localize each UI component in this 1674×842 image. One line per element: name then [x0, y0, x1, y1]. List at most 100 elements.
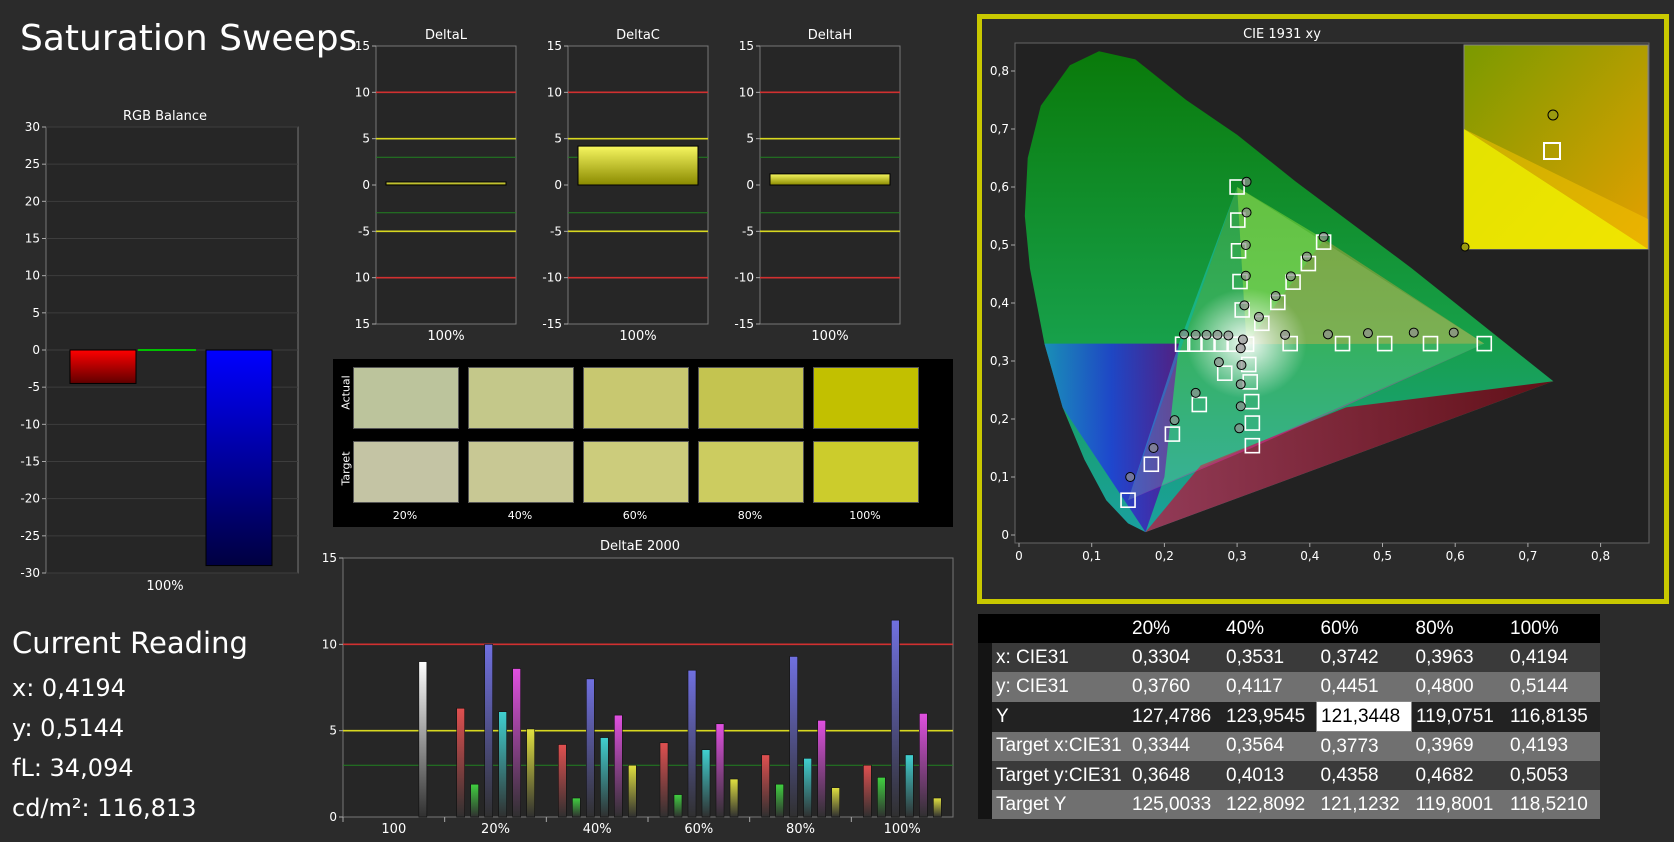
table-cell[interactable]: 119,0751 [1411, 701, 1506, 732]
delta-tick-label: -15 [734, 317, 754, 331]
table-cell[interactable]: 118,5210 [1506, 790, 1600, 819]
table-cell[interactable]: 121,1232 [1316, 790, 1412, 819]
delta-tick-label: 0 [746, 178, 754, 192]
table-cell[interactable]: 0,4194 [1506, 643, 1600, 672]
cie-x-tick-label: 0,3 [1228, 549, 1247, 563]
target-swatch [813, 441, 919, 503]
deltae-bar [614, 714, 623, 818]
table-cell[interactable]: 0,4117 [1222, 672, 1317, 702]
table-cell[interactable]: 0,4013 [1222, 761, 1317, 790]
measured-point [1240, 240, 1251, 250]
target-point [1476, 335, 1493, 352]
cie-x-tick-label: 0,5 [1373, 549, 1392, 563]
cie-y-tick-label: 0,2 [990, 412, 1009, 426]
table-cell[interactable]: 0,3969 [1411, 731, 1506, 761]
deltae-bar [586, 678, 595, 818]
cie-y-tick-label: 0,1 [990, 470, 1009, 484]
inset-measured-point [1547, 109, 1559, 121]
table-cell[interactable]: 0,3773 [1316, 731, 1412, 761]
table-cell[interactable]: 0,5144 [1506, 672, 1600, 702]
cie-chart: CIE 1931 xy 0 0,1 0,2 0,3 0,4 0,5 0,6 0,7 0,8 0 0,… [990, 27, 1650, 563]
deltac-chart: DeltaC 15 10 5 0 -5 -10 -15 100% [542, 28, 709, 342]
deltae-category-label: 60% [684, 822, 713, 837]
measured-point [1301, 251, 1312, 262]
deltae-bar [933, 797, 942, 818]
delta-tick-label: 10 [739, 85, 754, 99]
table-cell[interactable]: 0,4800 [1411, 672, 1506, 702]
delta-tick-label: -10 [356, 271, 370, 285]
table-cell[interactable]: 125,0033 [1128, 790, 1222, 819]
rgb-tick-label: 15 [25, 232, 40, 246]
deltae-bar [789, 656, 798, 818]
table-cell[interactable]: 122,8092 [1222, 790, 1317, 819]
table-cell[interactable]: 0,3760 [1128, 672, 1222, 702]
table-cell[interactable]: 0,4193 [1506, 731, 1600, 761]
target-point [1143, 456, 1160, 473]
table-cell[interactable]: 0,3648 [1128, 761, 1222, 790]
table-cell[interactable]: 121,3448 [1316, 701, 1412, 732]
measured-point [1235, 379, 1246, 390]
delta-tick-label: -15 [542, 317, 562, 331]
target-point [1243, 393, 1260, 410]
deltae-bar [673, 794, 683, 818]
table-cell[interactable]: 0,3742 [1316, 643, 1412, 672]
measured-point [1237, 334, 1248, 345]
table-cell[interactable]: 0,4451 [1316, 672, 1412, 702]
swatch-label: 80% [737, 509, 763, 522]
table-cell[interactable]: 123,9545 [1222, 701, 1317, 732]
deltae-category-label: 40% [583, 822, 612, 837]
cie-y-tick-label: 0,5 [990, 238, 1009, 252]
table-cell[interactable]: 119,8001 [1411, 790, 1506, 819]
table-header-row: 20% 40% 60% 80% 100% [978, 614, 1600, 643]
actual-swatch [698, 367, 804, 429]
deltae-bar [572, 797, 581, 818]
table-cell[interactable]: 0,5053 [1506, 761, 1600, 790]
delta-tick-label: -5 [742, 224, 754, 238]
target-point [1229, 179, 1245, 195]
table-cell[interactable]: 127,4786 [1128, 701, 1222, 732]
deltae-bar [418, 661, 428, 818]
table-cell[interactable]: 116,8135 [1506, 701, 1600, 732]
deltae-bar [775, 783, 784, 818]
delta-tick-label: 15 [356, 39, 370, 53]
row-label: Target Y [992, 790, 1128, 819]
measured-point [1235, 401, 1246, 412]
deltae-bar [877, 776, 886, 818]
table-cell[interactable]: 0,3344 [1128, 731, 1222, 761]
rgb-tick-label: -20 [20, 492, 40, 506]
measured-point [1212, 329, 1223, 340]
rgb-bar-blue [205, 349, 273, 567]
measured-point [1318, 231, 1329, 242]
table-row: Target y:CIE31 0,3648 0,4013 0,4358 0,4682 0,… [978, 761, 1600, 790]
cie-x-tick-label: 0,8 [1591, 549, 1610, 563]
table-cell[interactable]: 0,3531 [1222, 643, 1317, 672]
table-cell[interactable]: 0,3304 [1128, 643, 1222, 672]
deltae-tick-label: 10 [322, 637, 337, 651]
measured-point [1169, 415, 1180, 426]
target-point [1244, 437, 1261, 454]
col-header: 20% [1128, 614, 1222, 643]
table-cell[interactable]: 0,4358 [1316, 761, 1412, 790]
table-cell[interactable]: 0,3963 [1411, 643, 1506, 672]
table-row: Target x:CIE31 0,3344 0,3564 0,3773 0,3969 0,… [978, 731, 1600, 761]
deltae-bar [891, 619, 900, 818]
deltae-bar [628, 764, 637, 818]
delta-bar [385, 181, 507, 186]
delta-tick-label: 5 [746, 132, 754, 146]
measured-point [1448, 327, 1459, 338]
table-cell[interactable]: 0,4682 [1411, 761, 1506, 790]
measured-point [1241, 207, 1252, 218]
measurement-table: 20% 40% 60% 80% 100% x: CIE31 0,3304 0,353… [978, 614, 1600, 819]
cie-y-tick-label: 0,8 [990, 64, 1009, 78]
cie-title: CIE 1931 xy [1243, 27, 1321, 42]
deltae-plot-area [342, 557, 954, 818]
measured-point [1270, 291, 1281, 302]
delta-tick-label: 5 [362, 132, 370, 146]
target-swatch [468, 441, 574, 503]
deltae-bar [659, 742, 669, 818]
deltah-chart: DeltaH 15 10 5 0 -5 -10 -15 100% [734, 28, 901, 342]
table-cell[interactable]: 0,3564 [1222, 731, 1317, 761]
rgb-tick-label: -5 [28, 380, 40, 394]
target-point [1164, 426, 1181, 442]
delta-charts: DeltaL 15 10 5 0 -5 -10 -15 100% DeltaC 15 10 5 0 -5 -… [356, 28, 901, 342]
